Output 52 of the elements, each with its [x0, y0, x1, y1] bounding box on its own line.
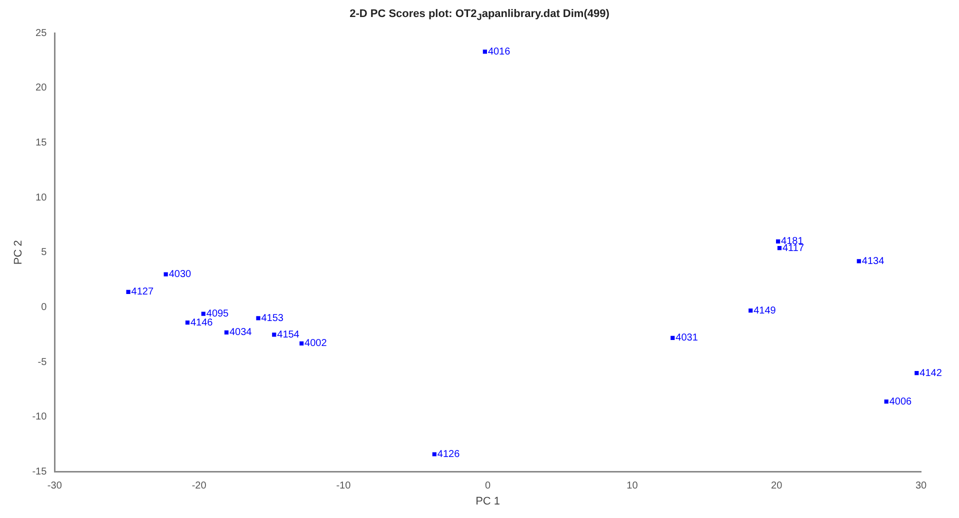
x-tick-label: 10	[626, 480, 638, 492]
annotation: 4153	[261, 312, 284, 324]
point	[201, 312, 206, 316]
point	[432, 452, 436, 456]
annotation: 4016	[488, 46, 511, 58]
point	[300, 341, 304, 346]
point	[777, 246, 782, 250]
y-tick-label: -10	[32, 412, 48, 423]
annotation: 4146	[190, 317, 214, 328]
y-tick-label: 10	[36, 192, 48, 204]
annotation: 4030	[168, 269, 192, 280]
annotation: 4006	[889, 396, 912, 408]
point	[670, 336, 675, 340]
x-tick-label: 20	[771, 480, 783, 492]
annotation: 4002	[304, 338, 328, 350]
y-tick-label: 5	[41, 247, 48, 258]
y-tick-label: -15	[32, 466, 48, 478]
x-tick-label: 0	[485, 480, 492, 492]
annotation: 4031	[676, 332, 698, 344]
annotation: 4134	[862, 256, 885, 267]
annotation: 4034	[229, 327, 252, 338]
point	[272, 332, 276, 337]
point	[776, 239, 780, 244]
annotation: 4127	[131, 286, 154, 298]
point	[884, 400, 888, 404]
x-axis-title: PC 1	[476, 495, 500, 508]
annotation: 4154	[277, 329, 300, 340]
point	[185, 320, 190, 325]
y-tick-label: 15	[36, 137, 48, 148]
y-axis-title: PC 2	[12, 240, 25, 265]
point	[256, 316, 260, 320]
y-tick-label: -5	[38, 356, 48, 368]
point	[748, 308, 753, 313]
y-tick-label: 20	[36, 82, 48, 94]
chart-title: 2-D PC Scores plot: OT2$_{J}$apanlibrary.dat Dim(499)	[348, 8, 610, 24]
x-tick-label: -30	[47, 480, 62, 492]
x-tick-label: -10	[336, 480, 352, 492]
point	[914, 371, 919, 376]
x-tick-label: 30	[915, 480, 927, 492]
y-tick-label: 0	[41, 302, 48, 313]
point	[164, 272, 168, 276]
annotation: 4126	[437, 449, 460, 460]
point	[224, 330, 229, 335]
annotation: 4117	[782, 242, 804, 254]
x-tick-label: -20	[192, 480, 207, 492]
point	[126, 290, 130, 294]
y-tick-label: 25	[36, 28, 48, 39]
point	[482, 50, 487, 54]
annotation: 4095	[206, 308, 230, 320]
point	[856, 259, 861, 264]
annotation: 4142	[920, 368, 942, 379]
annotation: 4149	[754, 305, 776, 316]
